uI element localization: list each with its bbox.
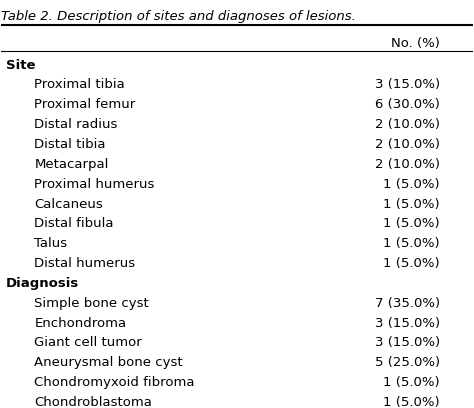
Text: 3 (15.0%): 3 (15.0%) <box>374 78 439 91</box>
Text: Distal fibula: Distal fibula <box>35 217 114 231</box>
Text: Enchondroma: Enchondroma <box>35 317 127 330</box>
Text: Distal tibia: Distal tibia <box>35 138 106 151</box>
Text: 1 (5.0%): 1 (5.0%) <box>383 217 439 231</box>
Text: 1 (5.0%): 1 (5.0%) <box>383 177 439 191</box>
Text: 7 (35.0%): 7 (35.0%) <box>374 297 439 310</box>
Text: 1 (5.0%): 1 (5.0%) <box>383 396 439 408</box>
Text: Site: Site <box>6 59 36 72</box>
Text: Distal humerus: Distal humerus <box>35 257 136 270</box>
Text: Chondromyxoid fibroma: Chondromyxoid fibroma <box>35 376 195 389</box>
Text: 1 (5.0%): 1 (5.0%) <box>383 237 439 250</box>
Text: 5 (25.0%): 5 (25.0%) <box>374 356 439 369</box>
Text: Giant cell tumor: Giant cell tumor <box>35 336 142 349</box>
Text: 1 (5.0%): 1 (5.0%) <box>383 376 439 389</box>
Text: Proximal humerus: Proximal humerus <box>35 177 155 191</box>
Text: Table 2. Description of sites and diagnoses of lesions.: Table 2. Description of sites and diagno… <box>1 10 356 23</box>
Text: 3 (15.0%): 3 (15.0%) <box>374 336 439 349</box>
Text: Metacarpal: Metacarpal <box>35 158 109 171</box>
Text: 2 (10.0%): 2 (10.0%) <box>374 138 439 151</box>
Text: Distal radius: Distal radius <box>35 118 118 131</box>
Text: Diagnosis: Diagnosis <box>6 277 79 290</box>
Text: 2 (10.0%): 2 (10.0%) <box>374 158 439 171</box>
Text: Simple bone cyst: Simple bone cyst <box>35 297 149 310</box>
Text: 3 (15.0%): 3 (15.0%) <box>374 317 439 330</box>
Text: 2 (10.0%): 2 (10.0%) <box>374 118 439 131</box>
Text: Proximal tibia: Proximal tibia <box>35 78 125 91</box>
Text: 1 (5.0%): 1 (5.0%) <box>383 257 439 270</box>
Text: Proximal femur: Proximal femur <box>35 98 136 111</box>
Text: 6 (30.0%): 6 (30.0%) <box>375 98 439 111</box>
Text: Calcaneus: Calcaneus <box>35 197 103 211</box>
Text: Talus: Talus <box>35 237 67 250</box>
Text: Aneurysmal bone cyst: Aneurysmal bone cyst <box>35 356 183 369</box>
Text: 1 (5.0%): 1 (5.0%) <box>383 197 439 211</box>
Text: No. (%): No. (%) <box>391 37 439 50</box>
Text: Chondroblastoma: Chondroblastoma <box>35 396 152 408</box>
